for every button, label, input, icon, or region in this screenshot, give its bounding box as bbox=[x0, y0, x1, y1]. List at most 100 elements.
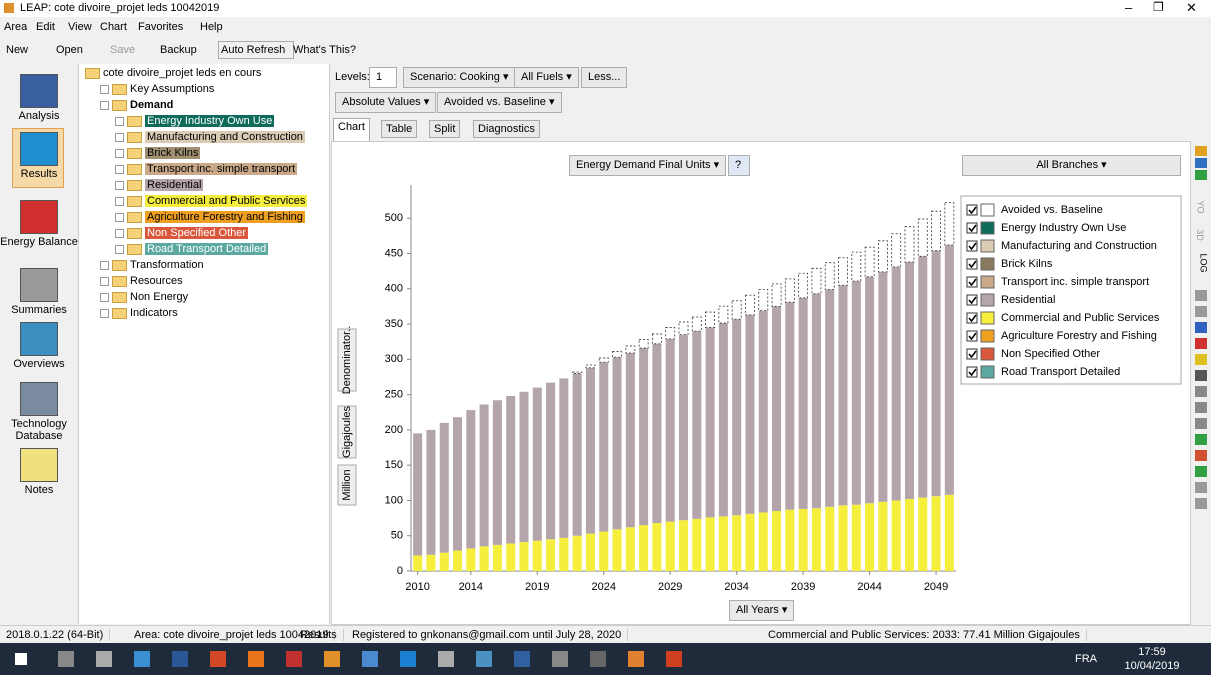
branches-dropdown[interactable]: All Branches bbox=[962, 155, 1181, 176]
sidebar-icon[interactable] bbox=[20, 132, 58, 166]
toolbar-icon[interactable] bbox=[1195, 402, 1207, 413]
toolbar-icon[interactable] bbox=[1195, 290, 1207, 301]
taskbar-app[interactable] bbox=[628, 651, 644, 667]
sidebar-label[interactable]: Notes bbox=[24, 484, 54, 496]
tree-node[interactable]: Demand bbox=[100, 98, 173, 113]
levels-spinner[interactable]: 1 bbox=[369, 67, 397, 88]
sidebar-label[interactable]: Analysis bbox=[18, 110, 60, 122]
tree-node[interactable]: cote divoire_projet leds en cours bbox=[85, 66, 261, 81]
tree-node[interactable]: Resources bbox=[100, 274, 183, 289]
minimize-button[interactable]: – bbox=[1125, 0, 1133, 15]
taskbar-app[interactable] bbox=[134, 651, 150, 667]
toolbar-icon[interactable] bbox=[1195, 466, 1207, 477]
sidebar-label[interactable]: Summaries bbox=[11, 304, 67, 316]
toolbar-icon[interactable] bbox=[1195, 338, 1207, 349]
tree-node[interactable]: Brick Kilns bbox=[115, 146, 201, 161]
years-dropdown[interactable]: All Years bbox=[729, 600, 795, 621]
toolbar-icon[interactable] bbox=[1195, 306, 1207, 317]
taskbar-app[interactable] bbox=[248, 651, 264, 667]
legend-checkbox[interactable] bbox=[966, 348, 978, 360]
toolbar-icon[interactable] bbox=[1195, 418, 1207, 429]
axis-unit-button[interactable] bbox=[337, 328, 357, 392]
taskbar-app[interactable] bbox=[476, 651, 492, 667]
menu-item[interactable]: Chart bbox=[100, 21, 127, 33]
toolbar-icon[interactable] bbox=[1195, 434, 1207, 445]
sidebar-label[interactable]: Technology Database bbox=[11, 418, 67, 442]
toolbar-toggle[interactable] bbox=[1195, 170, 1207, 180]
toolbar-icon[interactable] bbox=[1195, 354, 1207, 365]
toolbar-button[interactable]: Open bbox=[56, 44, 83, 56]
menu-item[interactable]: View bbox=[68, 21, 92, 33]
toolbar-button[interactable]: Save bbox=[110, 44, 136, 56]
tab[interactable]: Chart bbox=[333, 118, 370, 142]
toolbar-button[interactable]: New bbox=[6, 44, 29, 56]
tree-node[interactable]: Indicators bbox=[100, 306, 178, 321]
tab[interactable]: Diagnostics bbox=[473, 120, 540, 138]
units-dropdown[interactable]: Energy Demand Final Units bbox=[569, 155, 727, 176]
toolbar-button[interactable]: Backup bbox=[160, 44, 197, 56]
axis-unit-button[interactable] bbox=[337, 405, 357, 459]
tree-node[interactable]: Non Specified Other bbox=[115, 226, 249, 241]
values-mode-dropdown[interactable]: Absolute Values bbox=[335, 92, 437, 113]
taskbar-app[interactable] bbox=[96, 651, 112, 667]
taskbar-app[interactable] bbox=[286, 651, 302, 667]
taskbar-app[interactable] bbox=[438, 651, 454, 667]
toolbar-icon[interactable] bbox=[1195, 482, 1207, 493]
toolbar-toggle[interactable] bbox=[1195, 146, 1207, 156]
sidebar-label[interactable]: Results bbox=[20, 168, 58, 180]
scenario-dropdown[interactable]: Scenario: Cooking bbox=[403, 67, 516, 88]
tree-node[interactable]: Non Energy bbox=[100, 290, 188, 305]
tree-node[interactable]: Key Assumptions bbox=[100, 82, 214, 97]
menu-item[interactable]: Edit bbox=[36, 21, 55, 33]
tree-node[interactable]: Energy Industry Own Use bbox=[115, 114, 275, 129]
sidebar-icon[interactable] bbox=[20, 448, 58, 482]
sidebar-icon[interactable] bbox=[20, 322, 58, 356]
toolbar-icon[interactable] bbox=[1195, 370, 1207, 381]
toolbar-icon[interactable] bbox=[1195, 386, 1207, 397]
tree-node[interactable]: Transport inc. simple transport bbox=[115, 162, 298, 177]
fuels-dropdown[interactable]: All Fuels bbox=[514, 67, 579, 88]
input-language[interactable]: FRA bbox=[1075, 653, 1097, 665]
tree-node[interactable]: Manufacturing and Construction bbox=[115, 130, 305, 145]
clock-time[interactable]: 17:59 bbox=[1138, 646, 1166, 658]
legend-checkbox[interactable] bbox=[966, 312, 978, 324]
toolbar-toggle[interactable]: 3D bbox=[1194, 229, 1205, 241]
tab[interactable]: Table bbox=[381, 120, 418, 138]
sidebar-icon[interactable] bbox=[20, 382, 58, 416]
menu-item[interactable]: Area bbox=[4, 21, 28, 33]
tree-node[interactable]: Commercial and Public Services bbox=[115, 194, 308, 209]
legend-checkbox[interactable] bbox=[966, 330, 978, 342]
clock-date[interactable]: 10/04/2019 bbox=[1124, 660, 1180, 672]
toolbar-button[interactable]: What's This? bbox=[293, 44, 357, 56]
sidebar-icon[interactable] bbox=[20, 74, 58, 108]
menu-item[interactable]: Help bbox=[200, 21, 223, 33]
tree-node[interactable]: Residential bbox=[115, 178, 204, 193]
tree-node[interactable]: Agriculture Forestry and Fishing bbox=[115, 210, 305, 225]
maximize-button[interactable]: ❐ bbox=[1153, 0, 1164, 14]
toolbar-toggle[interactable] bbox=[1195, 158, 1207, 168]
taskbar-app[interactable] bbox=[172, 651, 188, 667]
taskbar-app[interactable] bbox=[552, 651, 568, 667]
tree-node[interactable]: Transformation bbox=[100, 258, 204, 273]
taskbar-app[interactable] bbox=[362, 651, 378, 667]
comparison-dropdown[interactable]: Avoided vs. Baseline bbox=[437, 92, 562, 113]
taskbar-app[interactable] bbox=[210, 651, 226, 667]
tab[interactable]: Split bbox=[429, 120, 461, 138]
toolbar-toggle[interactable]: YO bbox=[1195, 200, 1206, 214]
legend-checkbox[interactable] bbox=[966, 204, 978, 216]
sidebar-icon[interactable] bbox=[20, 268, 58, 302]
taskbar-app[interactable] bbox=[324, 651, 340, 667]
taskbar-app[interactable] bbox=[58, 651, 74, 667]
taskbar-app[interactable] bbox=[400, 651, 416, 667]
legend-checkbox[interactable] bbox=[966, 222, 978, 234]
close-button[interactable]: ✕ bbox=[1186, 0, 1197, 15]
start-button[interactable] bbox=[15, 653, 27, 665]
legend-checkbox[interactable] bbox=[966, 366, 978, 378]
toolbar-button[interactable]: Auto Refresh bbox=[218, 41, 294, 59]
menu-item[interactable]: Favorites bbox=[138, 21, 184, 33]
legend-checkbox[interactable] bbox=[966, 240, 978, 252]
toolbar-toggle[interactable]: LOG bbox=[1198, 253, 1209, 273]
taskbar-app[interactable] bbox=[590, 651, 606, 667]
legend-checkbox[interactable] bbox=[966, 258, 978, 270]
legend-checkbox[interactable] bbox=[966, 294, 978, 306]
